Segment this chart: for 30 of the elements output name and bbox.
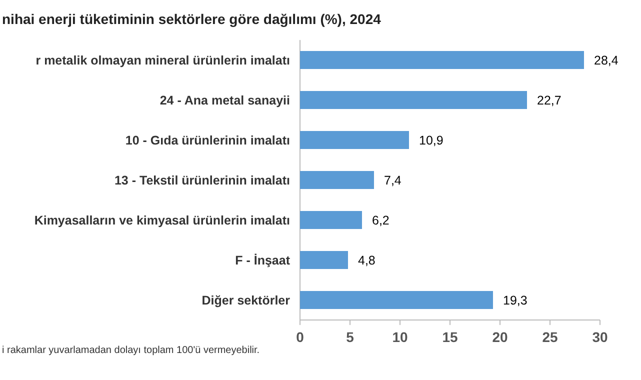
data-label: 7,4 (384, 173, 402, 188)
data-label: 28,4 (594, 53, 618, 68)
text: i rakamlar yuvarlamadan dolayı toplam 100'ü vermeyebilir. (2, 345, 260, 356)
x-tick-label: 25 (542, 329, 558, 345)
bar (300, 51, 584, 69)
x-tick-label: 20 (492, 329, 508, 345)
data-label: 22,7 (537, 93, 562, 108)
x-tick-label: 0 (296, 329, 304, 345)
y-tick-label: 13 - Tekstil ürünlerinin imalatı (114, 173, 290, 188)
bar (300, 251, 348, 269)
y-tick-label: r metalik olmayan mineral ürünlerin imalatı (36, 53, 290, 68)
y-tick-label: Diğer sektörler (202, 293, 290, 308)
y-tick-label: Kimyasalların ve kimyasal ürünlerin imalatı (34, 213, 290, 228)
data-label: 10,9 (419, 133, 444, 148)
chart-title: nihai enerji tüketiminin sektörlere göre dağılımı (%), 2024 (2, 11, 382, 27)
y-tick-label: 24 - Ana metal sanayii (160, 93, 290, 108)
y-tick-label: 10 - Gıda ürünlerinin imalatı (125, 133, 290, 148)
bar (300, 131, 409, 149)
x-tick-label: 5 (346, 329, 354, 345)
bar (300, 171, 374, 189)
bar (300, 91, 527, 109)
x-tick-label: 30 (592, 329, 608, 345)
data-label: 6,2 (372, 213, 390, 228)
data-label: 19,3 (503, 293, 528, 308)
y-tick-label: F - İnşaat (235, 253, 291, 268)
bar (300, 211, 362, 229)
x-tick-label: 15 (442, 329, 458, 345)
bar (300, 291, 493, 309)
data-label: 4,8 (358, 253, 376, 268)
x-tick-label: 10 (392, 329, 408, 345)
